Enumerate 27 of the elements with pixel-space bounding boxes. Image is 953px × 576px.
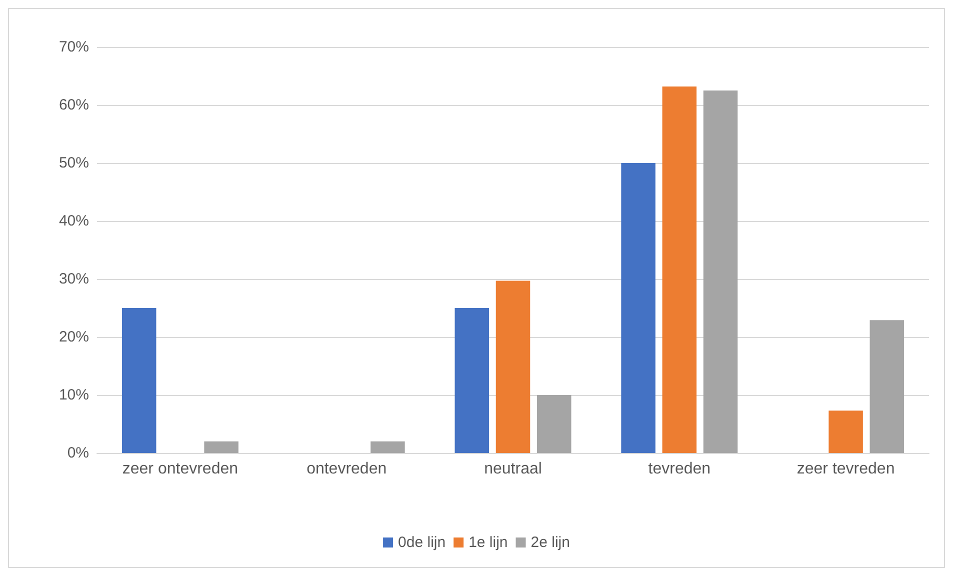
y-tick-label: 60% <box>58 96 89 114</box>
y-tick-label: 40% <box>58 212 89 230</box>
y-tick-label: 10% <box>58 386 89 404</box>
bar <box>536 395 572 453</box>
x-tick-label: zeer ontevreden <box>122 460 238 478</box>
bar <box>621 163 656 453</box>
x-tick-label: zeer tevreden <box>796 460 895 478</box>
bar <box>122 308 156 453</box>
y-tick-label: 50% <box>58 154 89 172</box>
x-tick-label: ontevreden <box>306 460 387 478</box>
x-tick-label: tevreden <box>648 460 711 478</box>
bar <box>662 86 697 453</box>
bar <box>454 308 490 453</box>
x-tick-label: neutraal <box>484 460 542 478</box>
legend-label: 1e lijn <box>468 534 508 551</box>
legend-label: 0de lijn <box>398 534 446 551</box>
bar <box>496 280 530 453</box>
bar <box>204 441 238 453</box>
bar <box>370 441 405 453</box>
bar <box>703 90 738 453</box>
y-tick-label: 30% <box>58 270 89 288</box>
bar <box>828 410 863 453</box>
y-tick-label: 0% <box>67 444 89 462</box>
y-tick-label: 20% <box>58 328 89 346</box>
bar <box>870 320 904 453</box>
legend-label: 2e lijn <box>530 534 570 551</box>
y-tick-label: 70% <box>58 38 89 56</box>
